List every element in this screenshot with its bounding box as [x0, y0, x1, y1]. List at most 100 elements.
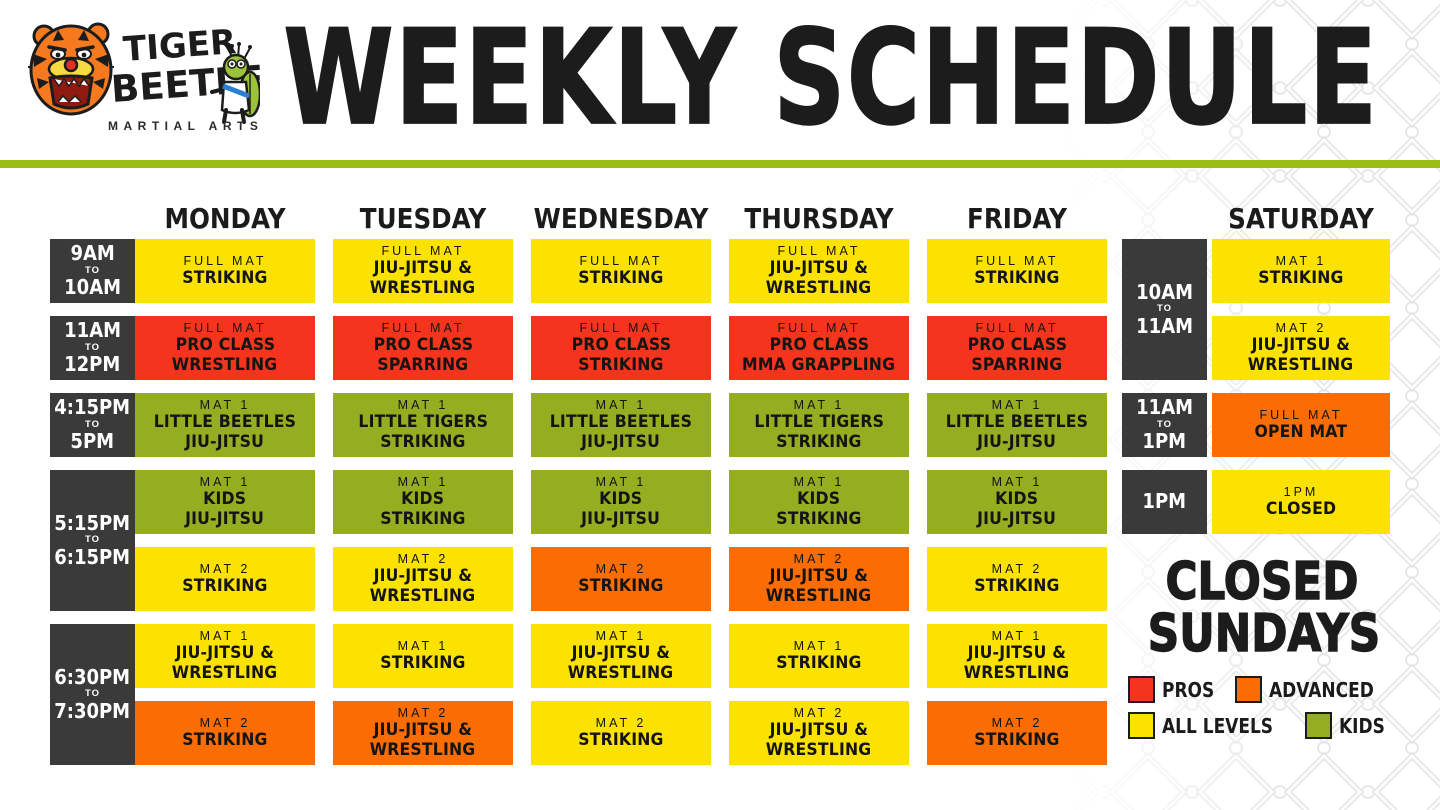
class-name-line: CLOSED — [1265, 499, 1337, 519]
legend-item-advanced: ADVANCED — [1235, 676, 1392, 703]
class-name-line: STRIKING — [578, 355, 664, 374]
class-name-line: WRESTLING — [766, 278, 872, 297]
day-header-saturday: SATURDAY — [1228, 201, 1374, 235]
legend-item-all-levels: ALL LEVELS — [1128, 712, 1293, 739]
time-block-11am: 11AM TO 1PM — [1122, 393, 1207, 457]
class-name-line: STRIKING — [578, 268, 664, 288]
class-cell: MAT 1 STRIKING — [333, 624, 513, 688]
day-header-friday: FRIDAY — [967, 201, 1067, 235]
class-mat-label: FULL MAT — [777, 244, 861, 259]
class-name-line: LITTLE TIGERS — [358, 412, 488, 432]
class-name-line: LITTLE BEETLES — [153, 412, 297, 432]
class-name-line: PRO CLASS — [571, 335, 671, 355]
time-to-label: TO — [1156, 303, 1173, 315]
class-cell: FULL MAT JIU-JITSU & WRESTLING — [729, 239, 909, 303]
class-mat-label: FULL MAT — [1259, 408, 1343, 423]
day-header-thursday: THURSDAY — [744, 201, 894, 235]
class-name-line: JIU-JITSU & — [373, 566, 473, 586]
brand-word-1: TIGER — [122, 22, 238, 70]
day-header-monday: MONDAY — [164, 201, 286, 235]
page-title: WEEKLY SCHEDULE — [282, 2, 1379, 155]
class-cell: MAT 1 LITTLE BEETLES JIU-JITSU — [531, 393, 711, 457]
class-mat-label: MAT 2 — [991, 562, 1043, 577]
class-name-line: WRESTLING — [1248, 355, 1354, 374]
time-to-label: TO — [84, 418, 101, 430]
class-cell: 1PM CLOSED — [1212, 470, 1390, 534]
class-mat-label: MAT 1 — [991, 398, 1043, 413]
class-name-line: JIU-JITSU & — [967, 643, 1067, 663]
class-name-line: LITTLE BEETLES — [549, 412, 693, 432]
class-cell: MAT 1 JIU-JITSU & WRESTLING — [531, 624, 711, 688]
class-name-line: PRO CLASS — [967, 335, 1067, 355]
time-end: 12PM — [64, 352, 121, 377]
time-to-label: TO — [84, 264, 101, 276]
legend-row-1: PROS ADVANCED — [1128, 676, 1404, 703]
class-mat-label: MAT 2 — [397, 706, 449, 721]
class-name-line: STRIKING — [776, 509, 862, 528]
time-end: 11AM — [1136, 313, 1193, 338]
time-start: 4:15PM — [54, 395, 131, 420]
class-cell: MAT 1 JIU-JITSU & WRESTLING — [927, 624, 1107, 688]
class-cell: MAT 2 STRIKING — [135, 701, 315, 765]
time-start: 11AM — [1136, 395, 1193, 420]
class-name-line: STRIKING — [182, 730, 268, 750]
time-start: 5:15PM — [54, 510, 131, 535]
time-start: 9AM — [70, 241, 115, 266]
class-cell: MAT 2 JIU-JITSU & WRESTLING — [729, 701, 909, 765]
time-block-10am: 10AM TO 11AM — [1122, 239, 1207, 380]
class-cell: MAT 1 KIDS JIU-JITSU — [135, 470, 315, 534]
time-to-label: TO — [84, 341, 101, 353]
class-name-line: JIU-JITSU & — [769, 720, 869, 740]
beetle-icon — [210, 42, 260, 124]
time-block-9am: 9AM TO 10AM — [50, 239, 135, 303]
class-mat-label: MAT 1 — [793, 398, 845, 413]
legend: PROS ADVANCED ALL LEVELS KIDS — [1128, 676, 1404, 739]
brand-logo: TIGER BEETLE MARTIAL ARTS — [28, 22, 260, 133]
class-mat-label: MAT 2 — [991, 716, 1043, 731]
class-name-line: WRESTLING — [172, 663, 278, 682]
class-mat-label: FULL MAT — [579, 254, 663, 269]
class-name-line: WRESTLING — [766, 586, 872, 605]
class-cell: MAT 2 JIU-JITSU & WRESTLING — [333, 547, 513, 611]
class-name-line: JIU-JITSU & — [571, 643, 671, 663]
class-name-line: STRIKING — [578, 730, 664, 750]
class-cell: MAT 2 STRIKING — [531, 547, 711, 611]
legend-label-all-levels: ALL LEVELS — [1162, 713, 1274, 738]
class-mat-label: MAT 1 — [199, 629, 251, 644]
time-start: 11AM — [64, 318, 121, 343]
class-name-line: KIDS — [797, 489, 841, 509]
class-mat-label: MAT 1 — [397, 475, 449, 490]
class-cell: FULL MAT STRIKING — [927, 239, 1107, 303]
class-name-line: JIU-JITSU & — [769, 566, 869, 586]
class-name-line: KIDS — [995, 489, 1039, 509]
class-name-line: WRESTLING — [370, 586, 476, 605]
time-to-label: TO — [84, 534, 101, 546]
class-cell: MAT 1 STRIKING — [1212, 239, 1390, 303]
legend-label-pros: PROS — [1162, 677, 1215, 702]
class-mat-label: MAT 1 — [397, 639, 449, 654]
class-name-line: STRIKING — [776, 653, 862, 673]
class-name-line: JIU-JITSU — [977, 509, 1057, 528]
time-end: 5PM — [70, 429, 115, 454]
closed-sundays-note: CLOSED SUNDAYS — [1126, 555, 1398, 661]
class-mat-label: MAT 2 — [397, 552, 449, 567]
class-name-line: WRESTLING — [964, 663, 1070, 682]
time-end: 7:30PM — [54, 698, 131, 723]
legend-label-kids: KIDS — [1338, 713, 1385, 738]
class-mat-label: MAT 1 — [793, 639, 845, 654]
class-mat-label: MAT 2 — [595, 562, 647, 577]
brand-tagline: MARTIAL ARTS — [108, 119, 260, 133]
class-name-line: STRIKING — [974, 730, 1060, 750]
time-start: 10AM — [1136, 279, 1193, 304]
time-to-label: TO — [84, 688, 101, 700]
class-cell: MAT 1 LITTLE TIGERS STRIKING — [729, 393, 909, 457]
class-name-line: JIU-JITSU — [185, 509, 265, 528]
all-levels-color-swatch — [1128, 712, 1155, 739]
class-name-line: PRO CLASS — [175, 335, 275, 355]
class-name-line: PRO CLASS — [373, 335, 473, 355]
class-name-line: JIU-JITSU & — [769, 258, 869, 278]
class-name-line: KIDS — [203, 489, 247, 509]
class-cell: MAT 1 STRIKING — [729, 624, 909, 688]
day-header-wednesday: WEDNESDAY — [533, 201, 709, 235]
class-mat-label: FULL MAT — [381, 321, 465, 336]
